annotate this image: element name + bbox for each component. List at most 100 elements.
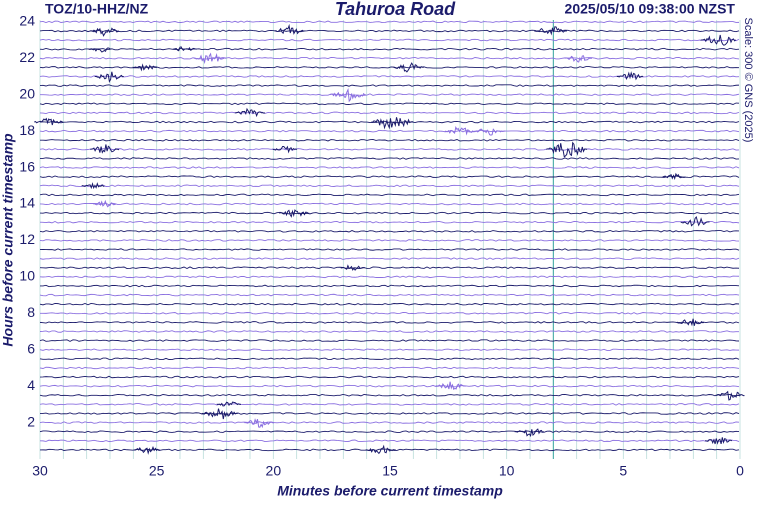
trace-line	[39, 138, 740, 142]
seismic-event	[340, 264, 365, 271]
chart-title: Tahuroa Road	[335, 0, 456, 19]
seismic-event	[132, 63, 157, 72]
seismic-event	[94, 71, 124, 83]
seismic-event	[329, 87, 367, 103]
trace-line	[39, 56, 740, 60]
seismic-event	[272, 145, 298, 154]
trace-line	[39, 339, 740, 342]
x-tick-label: 20	[266, 463, 282, 479]
seismic-event	[93, 199, 117, 208]
seismic-event	[216, 401, 242, 407]
seismic-event	[172, 46, 197, 52]
seismic-event	[88, 47, 112, 53]
trace-line	[39, 375, 740, 379]
seismic-event	[393, 62, 424, 73]
trace-line	[39, 239, 740, 242]
y-tick-label: 2	[27, 413, 35, 429]
trace-line	[39, 193, 740, 197]
seismic-event	[34, 117, 64, 126]
trace-line	[39, 220, 740, 224]
trace-line	[39, 384, 740, 388]
trace-line	[39, 93, 740, 96]
y-tick-label: 20	[19, 85, 35, 101]
x-tick-label: 0	[736, 463, 744, 479]
y-tick-label: 4	[27, 377, 35, 393]
seismic-event	[700, 34, 737, 46]
seismic-event	[680, 216, 710, 227]
trace-line	[39, 166, 740, 169]
trace-line	[39, 230, 740, 233]
trace-line	[39, 266, 740, 270]
seismic-event	[234, 107, 266, 118]
trace-line	[39, 430, 740, 433]
y-tick-label: 24	[19, 13, 35, 29]
x-tick-label: 10	[499, 463, 515, 479]
trace-line	[39, 439, 740, 443]
seismic-event	[244, 418, 275, 429]
y-tick-label: 16	[19, 158, 35, 174]
trace-line	[39, 321, 740, 324]
seismic-event	[546, 141, 588, 158]
seismic-event	[365, 444, 396, 455]
trace-line	[39, 357, 740, 361]
seismic-event	[677, 318, 705, 327]
trace-line	[39, 311, 740, 315]
scale-note: Scale: 300 © GNS (2025)	[742, 18, 754, 143]
trace-line	[39, 29, 740, 33]
seismic-event	[90, 144, 120, 154]
seismic-event	[201, 408, 238, 420]
trace-line	[39, 75, 740, 78]
trace-line	[39, 102, 740, 106]
y-tick-label: 12	[19, 231, 35, 247]
seismic-event	[715, 390, 745, 401]
seismic-event	[133, 446, 161, 455]
trace-line	[39, 293, 740, 297]
trace-line	[39, 412, 740, 415]
seismic-event	[193, 52, 227, 65]
y-tick-label: 10	[19, 268, 35, 284]
station-label: TOZ/10-HHZ/NZ	[45, 1, 149, 17]
trace-line	[39, 47, 740, 51]
trace-line	[39, 366, 740, 370]
trace-line	[39, 20, 740, 24]
trace-line	[39, 184, 740, 188]
trace-line	[39, 202, 740, 206]
trace-line	[39, 403, 740, 406]
seismic-event	[705, 437, 733, 445]
y-tick-label: 8	[27, 304, 35, 320]
seismic-event	[274, 23, 305, 35]
trace-line	[39, 211, 740, 215]
trace-line	[39, 302, 740, 306]
trace-line	[39, 148, 740, 151]
trace-line	[39, 421, 740, 424]
x-tick-label: 30	[32, 463, 48, 479]
seismic-event	[514, 428, 545, 438]
trace-line	[39, 348, 740, 351]
y-tick-label: 14	[19, 195, 35, 211]
trace-line	[39, 129, 740, 133]
trace-line	[39, 38, 740, 42]
y-tick-label: 22	[19, 49, 35, 65]
x-tick-label: 25	[149, 463, 165, 479]
trace-line	[39, 84, 740, 87]
seismic-event	[371, 117, 414, 130]
trace-line	[39, 284, 740, 288]
seismic-event	[616, 71, 644, 81]
seismic-event	[90, 27, 120, 37]
trace-line	[39, 175, 740, 178]
y-axis-label: Hours before current timestamp	[0, 133, 16, 347]
x-tick-label: 15	[382, 463, 398, 479]
x-axis-label: Minutes before current timestamp	[277, 483, 503, 499]
y-tick-label: 18	[19, 122, 35, 138]
trace-line	[40, 157, 740, 160]
trace-line	[39, 330, 740, 333]
seismic-event	[534, 26, 567, 36]
trace-line	[39, 257, 740, 260]
trace-line	[39, 111, 740, 115]
seismic-event	[81, 182, 105, 190]
seismic-event	[444, 125, 476, 136]
trace-line	[39, 393, 740, 397]
x-tick-label: 5	[619, 463, 627, 479]
seismic-event	[435, 381, 466, 390]
